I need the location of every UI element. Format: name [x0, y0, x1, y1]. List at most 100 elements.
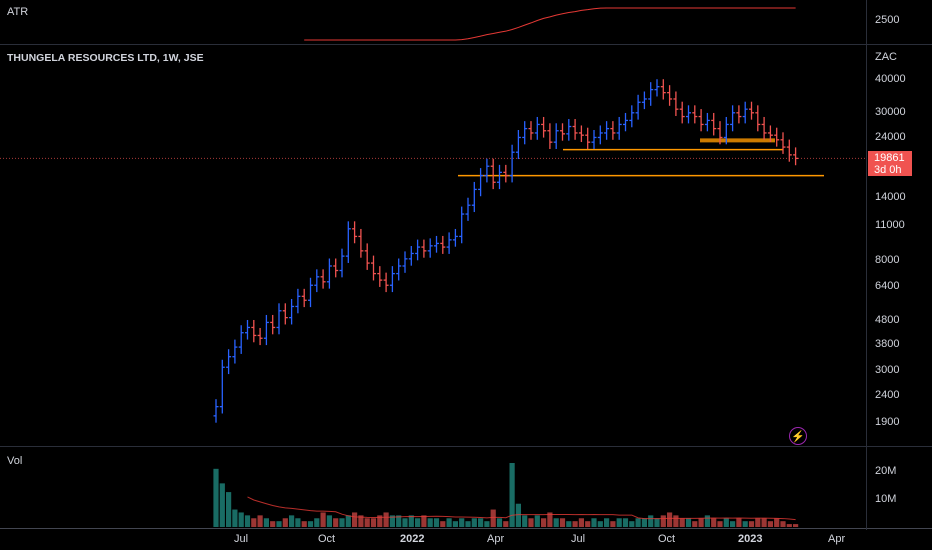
ohlc-bar [219, 359, 225, 414]
ohlc-bar [616, 116, 622, 140]
ohlc-bar [396, 258, 402, 281]
volume-bar [427, 518, 433, 527]
volume-bar [276, 521, 282, 527]
volume-bar [238, 512, 244, 527]
x-tick: Oct [318, 533, 336, 545]
volume-tick: 20M [875, 465, 897, 477]
bar-countdown: 3d 0h [874, 164, 902, 176]
ohlc-bar [629, 105, 635, 128]
volume-bar [314, 518, 320, 527]
volume-bar [704, 515, 710, 527]
x-tick: Apr [828, 533, 846, 545]
ohlc-bar [270, 314, 276, 335]
ohlc-bar [478, 168, 484, 197]
x-tick: Oct [658, 533, 676, 545]
volume-bar [585, 521, 591, 527]
volume-bar [452, 521, 458, 527]
ohlc-bar [553, 123, 559, 150]
volume-bar [213, 468, 219, 527]
volume-bar [251, 518, 257, 527]
volume-bar [383, 512, 389, 527]
ohlc-bar [465, 197, 471, 221]
volume-bar [263, 518, 269, 527]
lightning-bolt-icon[interactable]: ⚡ [789, 427, 807, 445]
volume-bar [459, 518, 465, 527]
volume-bar [679, 518, 685, 527]
highlight-zone [700, 138, 775, 143]
volume-bar [711, 518, 717, 527]
ohlc-bar [698, 109, 704, 132]
x-tick: Jul [234, 533, 249, 545]
ohlc-bar [358, 228, 364, 258]
ohlc-bar [749, 101, 754, 120]
price-tick: 30000 [875, 106, 906, 118]
ohlc-bar [289, 298, 295, 325]
ohlc-bar [484, 158, 490, 183]
volume-bar [622, 518, 629, 527]
volume-bar [667, 512, 673, 527]
pane-separator[interactable] [0, 446, 932, 447]
symbol-title[interactable]: THUNGELA RESOURCES LTD, 1W, JSE [7, 52, 204, 64]
ohlc-bar [692, 105, 698, 124]
volume-bar [559, 518, 566, 527]
ohlc-bar [503, 164, 509, 183]
volume-bar [307, 521, 314, 527]
price-tick: 2400 [875, 389, 900, 401]
ohlc-bar [232, 339, 238, 364]
ohlc-bar [238, 325, 244, 354]
ohlc-bar [339, 248, 345, 278]
volume-bar [301, 521, 307, 527]
ohlc-bar [723, 116, 729, 145]
ohlc-bar [226, 349, 232, 375]
volume-bar [660, 515, 666, 527]
ohlc-bar [534, 116, 540, 140]
volume-bar [364, 518, 370, 527]
volume-bar [478, 518, 484, 527]
price-axis-separator[interactable] [866, 0, 867, 530]
atr-line [304, 7, 796, 41]
volume-bar [465, 521, 471, 527]
volume-bar [226, 492, 232, 527]
volume-bar [270, 521, 276, 527]
volume-bar [396, 515, 402, 527]
last-price-badge[interactable]: 19861 3d 0h [868, 151, 912, 176]
volume-bar [547, 512, 553, 527]
volume-bar [446, 518, 452, 527]
ohlc-bar [730, 105, 736, 132]
volume-bar [496, 518, 503, 527]
volume-bar [692, 521, 698, 527]
x-tick: Apr [487, 533, 505, 545]
volume-bar [736, 518, 742, 527]
ohlc-bar [421, 239, 427, 258]
ohlc-bar [742, 101, 748, 124]
ohlc-bar [434, 235, 439, 253]
volume-bar [572, 521, 578, 527]
volume-bar [320, 512, 326, 527]
ohlc-bar [415, 239, 421, 261]
volume-bar [541, 518, 547, 527]
ohlc-bar [736, 105, 742, 124]
volume-bar [635, 518, 641, 527]
volume-tick: 10M [875, 493, 897, 505]
ohlc-bar [452, 228, 458, 247]
ohlc-bar [648, 82, 654, 106]
volume-bar [578, 518, 584, 527]
ohlc-bar [427, 238, 433, 258]
volume-bar [333, 518, 339, 527]
volume-bar [339, 518, 345, 527]
volume-label: Vol [7, 455, 23, 467]
price-tick: 4800 [875, 314, 900, 326]
pane-separator[interactable] [0, 44, 932, 45]
volume-bar [415, 518, 421, 527]
x-tick: 2023 [738, 533, 763, 545]
volume-bar [742, 521, 748, 527]
volume-bar [295, 518, 301, 527]
volume-bar [408, 515, 414, 527]
volume-bar [767, 521, 773, 527]
ohlc-bar [673, 91, 679, 117]
price-tick: 14000 [875, 191, 906, 203]
ohlc-bar [717, 121, 723, 145]
ohlc-bar [352, 221, 358, 244]
volume-bar [515, 503, 521, 527]
